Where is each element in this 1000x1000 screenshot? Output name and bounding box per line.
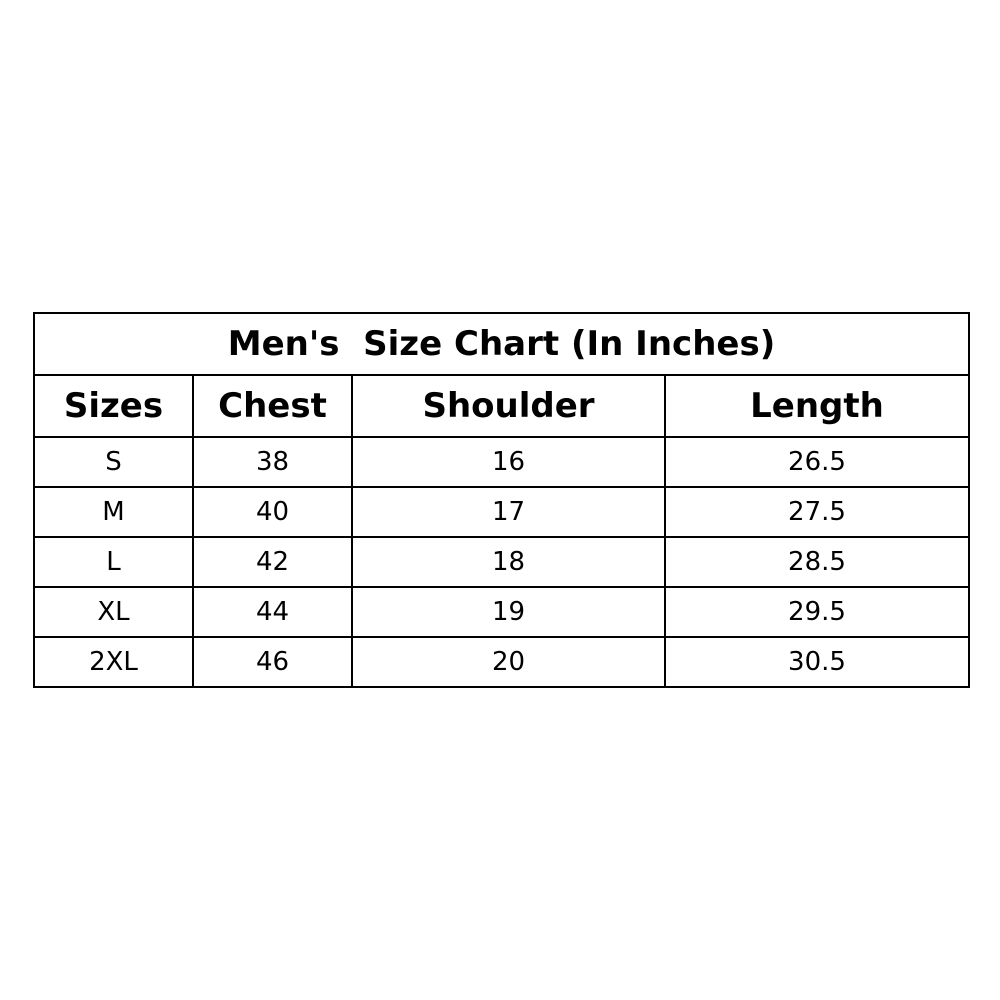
length-cell: 26.5 [664,436,970,488]
chest-cell: 38 [192,436,353,488]
shoulder-cell: 18 [351,536,666,588]
length-cell: 28.5 [664,536,970,588]
table-row: L 42 18 28.5 [33,536,970,588]
table-row: XL 44 19 29.5 [33,586,970,638]
column-header-chest: Chest [192,374,353,438]
length-cell: 29.5 [664,586,970,638]
chest-cell: 42 [192,536,353,588]
size-cell: 2XL [33,636,194,688]
column-header-shoulder: Shoulder [351,374,666,438]
shoulder-cell: 16 [351,436,666,488]
size-cell: XL [33,586,194,638]
shoulder-cell: 20 [351,636,666,688]
column-header-length: Length [664,374,970,438]
chest-cell: 44 [192,586,353,638]
size-cell: L [33,536,194,588]
table-row: M 40 17 27.5 [33,486,970,538]
length-cell: 27.5 [664,486,970,538]
table-row: 2XL 46 20 30.5 [33,636,970,688]
column-header-sizes: Sizes [33,374,194,438]
size-chart-table: Men's Size Chart (In Inches) Sizes Chest… [33,312,970,688]
chest-cell: 40 [192,486,353,538]
size-cell: M [33,486,194,538]
table-title: Men's Size Chart (In Inches) [33,312,970,376]
length-cell: 30.5 [664,636,970,688]
chest-cell: 46 [192,636,353,688]
header-row: Sizes Chest Shoulder Length [33,374,970,438]
shoulder-cell: 17 [351,486,666,538]
shoulder-cell: 19 [351,586,666,638]
size-cell: S [33,436,194,488]
table-row: S 38 16 26.5 [33,436,970,488]
